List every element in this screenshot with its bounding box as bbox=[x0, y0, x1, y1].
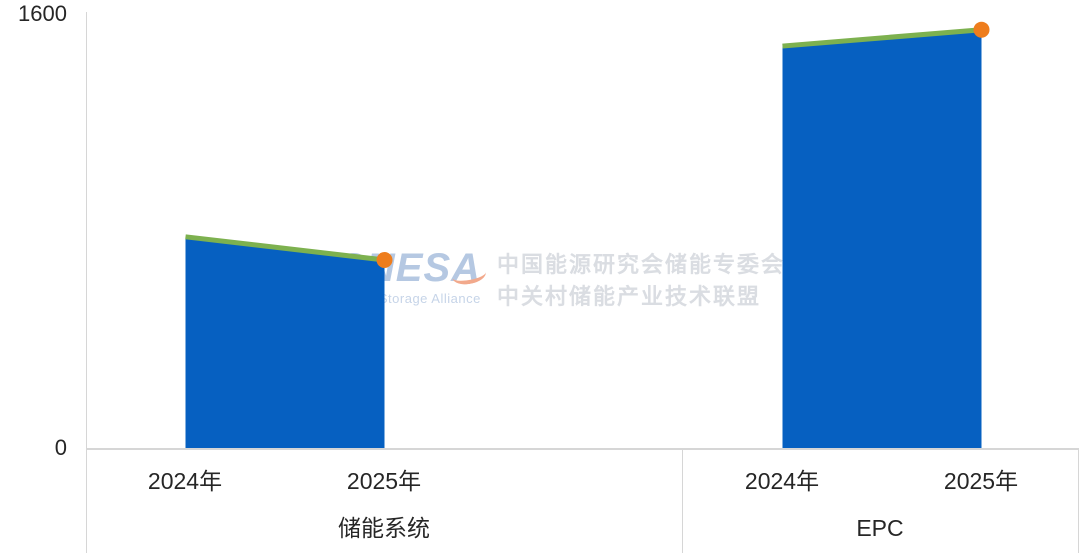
trend-line-group1 bbox=[185, 234, 385, 263]
category-label-epc-2025: 2025年 bbox=[943, 468, 1019, 494]
area-series-group2 bbox=[782, 29, 982, 449]
area-series-group1 bbox=[185, 236, 385, 448]
category-label-epc-2024: 2024年 bbox=[744, 468, 820, 494]
y-axis-tick-max: 1600 bbox=[18, 1, 67, 26]
watermark-cn-line2: 中关村储能产业技术联盟 bbox=[497, 284, 762, 309]
group-label-storage-system: 储能系统 bbox=[338, 515, 430, 541]
category-label-storage-2025: 2025年 bbox=[346, 468, 422, 494]
axis-right-border-line bbox=[1078, 448, 1079, 553]
endpoint-marker-group2 bbox=[973, 21, 990, 38]
y-axis-tick-min: 0 bbox=[54, 435, 67, 460]
y-axis-line bbox=[86, 12, 87, 553]
category-label-storage-2024: 2024年 bbox=[147, 468, 223, 494]
trend-line-group2 bbox=[782, 27, 982, 49]
watermark-cn-line1: 中国能源研究会储能专委会 bbox=[497, 252, 786, 277]
x-axis-line bbox=[86, 448, 1079, 450]
group-label-epc: EPC bbox=[856, 515, 904, 541]
group-separator-line bbox=[682, 448, 683, 553]
endpoint-marker-group1 bbox=[376, 251, 393, 268]
